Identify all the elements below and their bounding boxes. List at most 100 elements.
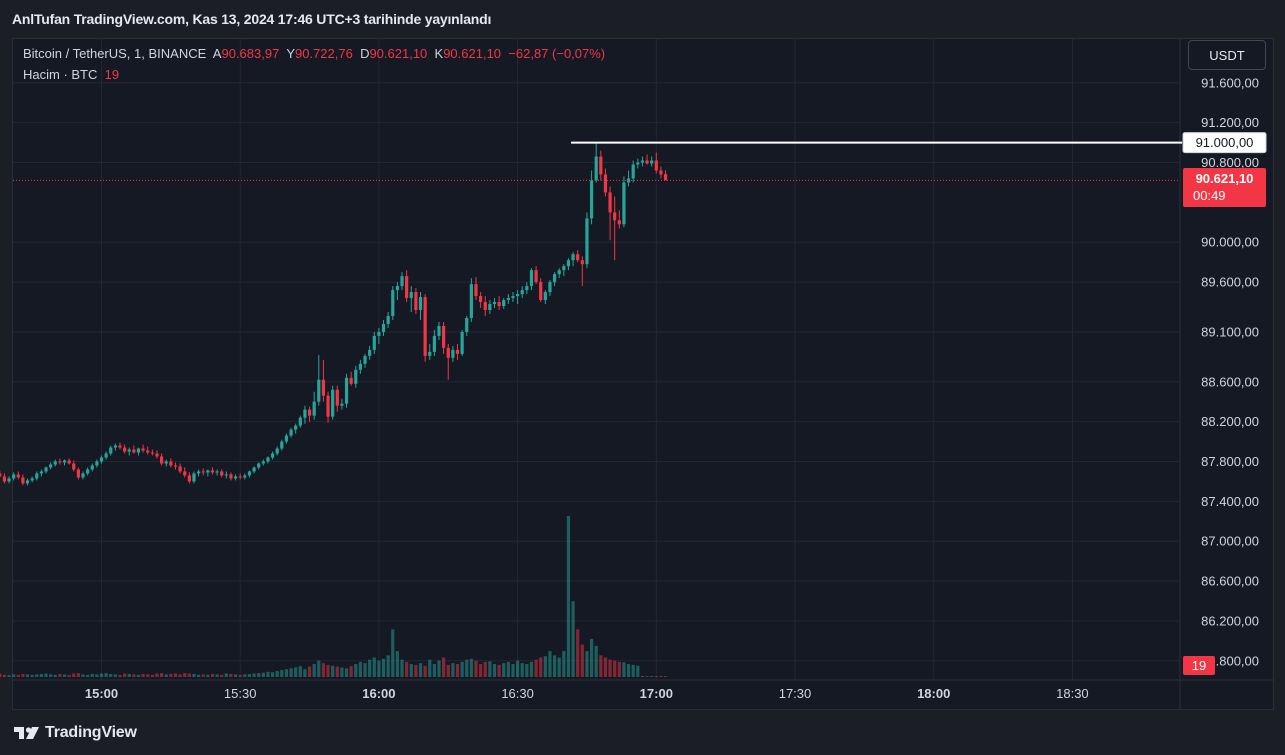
candle-body [326,395,330,417]
volume-bar [525,664,529,677]
volume-bar [654,676,658,677]
candle-body [594,156,598,181]
volume-bar [516,660,520,677]
candle-body [335,389,339,406]
candle-body [608,192,612,213]
candle-body [539,282,543,301]
tradingview-logo-icon [14,727,39,739]
candle-body [95,461,99,466]
candle-body [423,297,427,356]
y-tick-label: 86.200,00 [1201,613,1259,628]
candle-body [358,363,363,370]
candle-body [492,302,497,305]
volume-bar [377,660,381,677]
volume-bar [7,675,11,677]
candle-body [81,473,85,478]
volume-bar [164,674,168,677]
candle-body [233,476,238,479]
volume-bar [599,655,603,677]
candle-body [622,182,626,225]
candle-body [483,302,487,311]
volume-bar [206,674,210,677]
volume-bar [146,674,150,677]
candle-body [372,335,376,350]
candle-body [303,409,307,418]
open-label: A [212,46,222,61]
candle-body [511,296,515,299]
volume-bar [155,673,159,677]
volume-bar [127,673,131,677]
volume-bar [25,674,30,677]
volume-bar [326,664,330,677]
candle-body [210,470,215,473]
volume-bar [474,660,478,677]
volume-bar [622,662,626,677]
y-tick-label: 90.000,00 [1201,235,1259,250]
candle-body [150,452,154,454]
candle-body [465,317,469,332]
candle-body [400,276,404,287]
volume-bar [312,664,316,677]
volume-bar [626,664,631,677]
publication-text: AnlTufan TradingView.com, Kas 13, 2024 1… [12,11,492,27]
volume-bar [488,661,492,677]
candle-body [86,469,90,474]
candle-body [247,471,252,476]
candle-body [317,379,321,402]
candle-body [455,349,460,354]
candle-body [354,369,358,384]
volume-bar [663,676,668,677]
candle-body [53,461,57,465]
candle-body [2,476,7,482]
volume-label[interactable]: Hacim · BTC [23,67,98,82]
volume-bar [381,658,386,677]
symbol-name[interactable]: Bitcoin / TetherUS, 1, BINANCE [23,46,207,61]
volume-bar [44,673,48,677]
candle-body [617,220,621,225]
candle-body [72,463,76,470]
volume-bar [349,666,353,677]
x-tick-label: 16:00 [362,686,395,701]
candle-body [229,474,233,479]
candle-body [118,445,122,448]
candle-body [432,335,436,352]
candle-body [659,170,663,175]
volume-bar [104,673,108,677]
volume-bar [12,674,16,677]
candle-body [220,471,224,476]
volume-bar [640,676,645,677]
candle-body [344,377,349,404]
candle-body [409,292,413,299]
volume-bar [520,663,524,677]
candle-body [160,456,164,464]
volume-bar [62,674,67,677]
tradingview-logo[interactable]: TradingView [14,724,137,742]
volume-bar [344,668,349,677]
candle-body [395,286,399,291]
volume-bar [469,658,473,677]
volume-bar [173,673,178,677]
candle-body [437,325,441,336]
volume-value: 19 [104,67,120,82]
candle-body [349,377,353,384]
volume-bar [460,661,464,677]
volume-bar [220,674,224,677]
volume-bar [576,629,580,677]
chart-frame[interactable] [12,38,1274,710]
y-tick-label: 87.800,00 [1201,454,1259,469]
volume-bar [354,664,358,677]
candle-body [90,465,94,470]
volume-bar [123,673,127,677]
y-tick-label: 88.600,00 [1201,374,1259,389]
volume-bar [252,673,256,677]
volume-bar [86,674,90,677]
volume-bar [331,665,335,677]
y-tick-label: 91.600,00 [1201,75,1259,90]
volume-bar [645,676,649,677]
candle-body [368,349,372,356]
volume-bar [261,672,265,677]
candle-body [178,466,182,472]
currency-button[interactable]: USDT [1188,40,1266,70]
candle-body [21,477,25,484]
